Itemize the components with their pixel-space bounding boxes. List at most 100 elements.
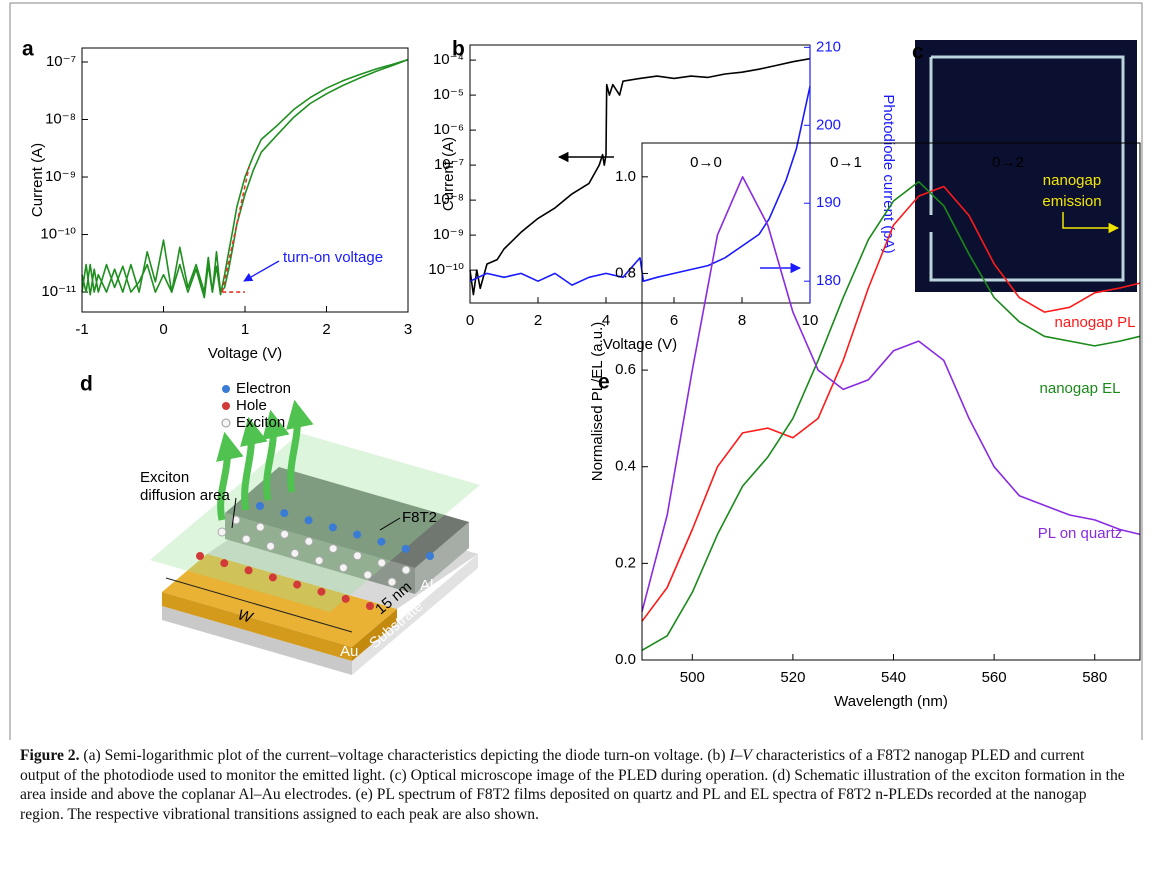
hole — [220, 559, 229, 568]
x-tick-label: -1 — [75, 321, 88, 338]
width-arrow — [165, 577, 353, 633]
hole — [341, 594, 350, 603]
exciton — [241, 534, 251, 544]
al-electrode-top — [225, 467, 469, 568]
x-tick-label: 540 — [881, 669, 906, 686]
hole — [244, 566, 253, 575]
image-background — [915, 40, 1137, 292]
electron — [426, 552, 434, 560]
series-line — [641, 180, 1141, 651]
annotation: turn-on voltage — [283, 249, 383, 266]
x-tick-label: 2 — [322, 321, 330, 338]
au-electrode-side — [352, 609, 397, 661]
x-tick-label: 500 — [680, 669, 705, 686]
hole-key — [222, 402, 230, 410]
x-tick-label: 0 — [466, 312, 474, 329]
y-tick-label: 10⁻⁷ — [46, 53, 76, 70]
y-tick-label: 10⁻¹¹ — [41, 283, 76, 300]
x-tick-label: 6 — [670, 312, 678, 329]
series-line — [469, 86, 811, 286]
figure-frame — [9, 2, 1143, 740]
emission-arrow — [262, 409, 290, 501]
series-label: nanogap PL — [1055, 314, 1136, 331]
x-axis-label: Voltage (V) — [208, 345, 282, 362]
x-tick-label: 8 — [738, 312, 746, 329]
legend-entry: Exciton — [236, 414, 285, 431]
annotation: 0→2 — [992, 154, 1024, 171]
hole — [366, 602, 374, 610]
legend-entry: Hole — [236, 397, 267, 414]
microscope-image: nanogap emission — [915, 40, 1137, 292]
electron — [328, 523, 337, 532]
au-electrode-side — [162, 592, 352, 661]
exciton — [328, 544, 338, 554]
figure-caption: Figure 2. (a) Semi-logarithmic plot of t… — [20, 746, 1128, 824]
x-tick-label: 580 — [1082, 669, 1107, 686]
image-annotation: nanogap — [1043, 172, 1101, 189]
emission-arrow — [240, 416, 268, 511]
exciton — [352, 551, 362, 561]
annotation-arrow — [243, 260, 280, 282]
hole — [196, 552, 204, 560]
exciton — [387, 577, 397, 587]
x-tick-label: 10 — [802, 312, 819, 329]
leader-line — [379, 517, 401, 531]
exciton — [363, 570, 373, 580]
plot-frame — [641, 142, 1141, 661]
plot-frame — [469, 44, 811, 304]
emission-arrow — [216, 431, 244, 521]
exciton — [338, 563, 348, 573]
y2-tick-label: 200 — [816, 116, 841, 133]
annotation: 0→1 — [830, 154, 862, 171]
electron — [256, 502, 264, 510]
y-tick-label: 10⁻⁸ — [433, 191, 464, 208]
y-axis-label: Current (A) — [440, 137, 457, 211]
exciton — [377, 558, 387, 568]
diffusion-label: Exciton — [140, 469, 189, 486]
y-tick-label: 10⁻¹⁰ — [428, 261, 464, 278]
series-line — [469, 57, 811, 296]
series-line — [221, 166, 250, 293]
annotation: 0→0 — [690, 154, 722, 171]
x-tick-label: 1 — [241, 321, 249, 338]
y-tick-label: 0.2 — [615, 554, 636, 571]
electron — [353, 530, 362, 539]
chart-b: b 0 2 4 6 8 10 10⁻¹⁰ 10⁻⁹ 10⁻⁸ 10⁻⁷ 10⁻⁶ 10⁻⁵ 10⁻⁴ 180… — [428, 38, 897, 353]
y-tick-label: 10⁻⁹ — [45, 168, 76, 185]
caption-label: Figure 2. — [20, 747, 80, 764]
exciton — [290, 548, 300, 558]
y2-tick-label: 190 — [816, 194, 841, 211]
x-tick-label: 560 — [982, 669, 1007, 686]
electron-key — [222, 385, 230, 393]
exciton — [314, 556, 324, 566]
panel-letter: a — [22, 38, 34, 61]
hole — [293, 580, 302, 589]
film-label: F8T2 — [402, 509, 437, 526]
chart-e: e 500 520 540 560 580 0.0 0.2 0.4 0.6 0.8 1.0 nanoga… — [589, 142, 1141, 710]
y2-tick-label: 210 — [816, 38, 841, 55]
x-axis-label: Wavelength (nm) — [834, 693, 948, 710]
electron — [280, 509, 289, 518]
panel-letter: c — [912, 41, 924, 64]
x-tick-label: 4 — [602, 312, 610, 329]
y-axis-label: Normalised PL/EL (a.u.) — [589, 322, 606, 482]
substrate-side — [352, 554, 478, 675]
x-tick-label: 520 — [780, 669, 805, 686]
plot-frame — [81, 47, 409, 313]
exciton — [304, 536, 314, 546]
electron — [304, 516, 313, 525]
electrode-label: Al — [420, 577, 433, 594]
caption-text: characteristics of a F8T2 nanogap PLED a… — [20, 747, 1129, 823]
x-tick-label: 3 — [404, 321, 412, 338]
y-tick-label: 10⁻⁵ — [433, 86, 464, 103]
y-tick-label: 0.0 — [615, 651, 636, 668]
exciton — [280, 529, 290, 539]
f8t2-film — [150, 433, 480, 612]
al-electrode-side — [415, 522, 469, 594]
exciton — [231, 515, 241, 525]
x-axis-label: Voltage (V) — [603, 336, 677, 353]
panel-letter: d — [80, 373, 93, 396]
series-label: PL on quartz — [1038, 525, 1123, 542]
